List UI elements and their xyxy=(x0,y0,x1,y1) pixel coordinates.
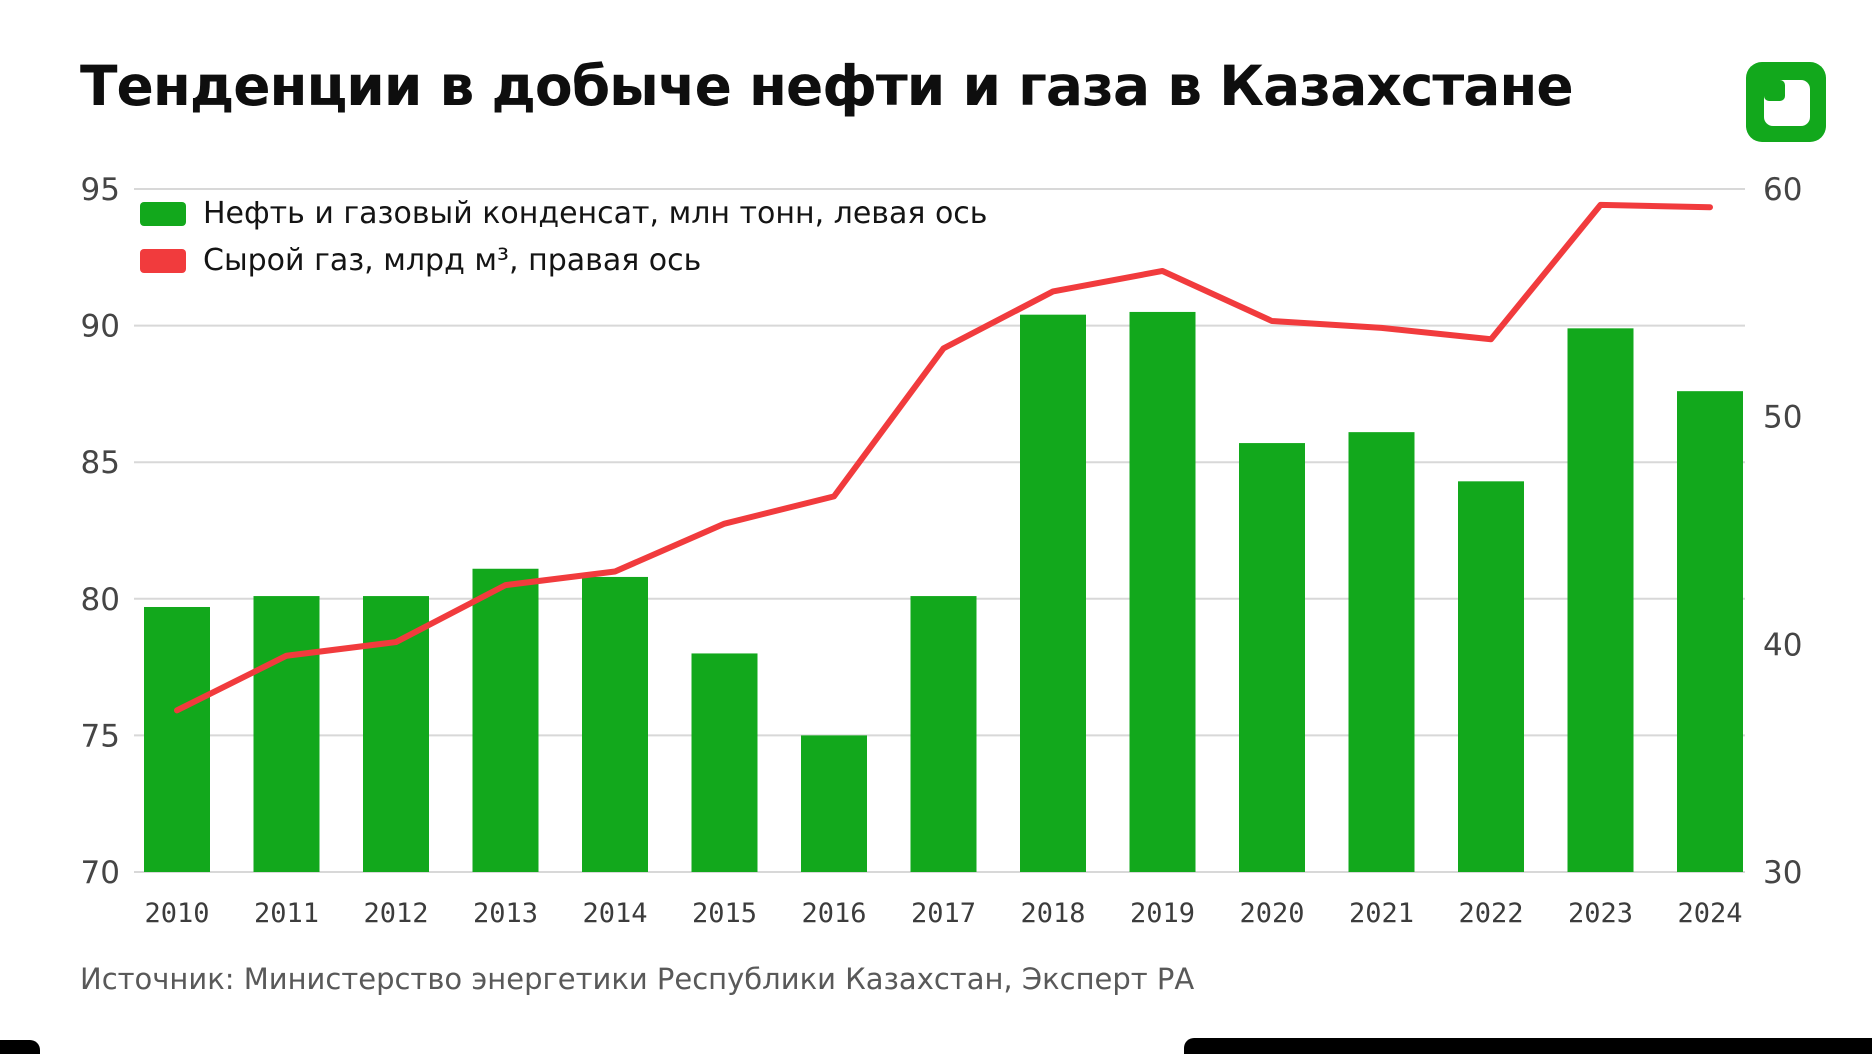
x-tick-2017: 2017 xyxy=(911,898,976,929)
x-tick-2012: 2012 xyxy=(363,898,428,929)
bottom-right-frame-bar xyxy=(1184,1038,1872,1054)
x-tick-2010: 2010 xyxy=(144,898,209,929)
x-tick-2016: 2016 xyxy=(801,898,866,929)
right-axis-tick-40: 40 xyxy=(1763,627,1802,663)
bar-2015 xyxy=(691,653,758,872)
bar-2016 xyxy=(801,735,867,872)
left-axis-tick-95: 95 xyxy=(81,172,120,208)
left-axis-tick-85: 85 xyxy=(81,445,120,481)
bar-2017 xyxy=(910,596,977,872)
bar-2019 xyxy=(1129,311,1196,872)
chart-legend: Нефть и газовый конденсат, млн тонн, лев… xyxy=(140,196,987,278)
x-tick-2019: 2019 xyxy=(1130,898,1195,929)
right-axis-tick-30: 30 xyxy=(1763,855,1802,891)
x-tick-2020: 2020 xyxy=(1239,898,1304,929)
left-axis-tick-80: 80 xyxy=(81,582,120,618)
bar-2011 xyxy=(253,596,320,872)
legend-item-gas: Сырой газ, млрд м³, правая ось xyxy=(140,243,987,278)
gas-legend-swatch-icon xyxy=(140,248,186,273)
bar-2023 xyxy=(1567,328,1634,872)
chart-title: Тенденции в добыче нефти и газа в Казахс… xyxy=(80,54,1574,118)
x-tick-2015: 2015 xyxy=(692,898,757,929)
x-tick-2023: 2023 xyxy=(1568,898,1633,929)
x-tick-2021: 2021 xyxy=(1349,898,1414,929)
bar-2020 xyxy=(1239,443,1305,872)
x-tick-2018: 2018 xyxy=(1020,898,1085,929)
right-axis-tick-50: 50 xyxy=(1763,400,1802,436)
bar-2010 xyxy=(144,606,210,872)
right-axis-tick-60: 60 xyxy=(1763,172,1802,208)
bar-2018 xyxy=(1020,314,1086,872)
x-tick-2022: 2022 xyxy=(1458,898,1523,929)
x-tick-2013: 2013 xyxy=(473,898,538,929)
bar-2021 xyxy=(1348,432,1415,872)
left-axis-tick-90: 90 xyxy=(81,309,120,345)
x-tick-2014: 2014 xyxy=(582,898,647,929)
bar-2022 xyxy=(1458,481,1524,872)
legend-item-oil: Нефть и газовый конденсат, млн тонн, лев… xyxy=(140,196,987,231)
left-axis-tick-75: 75 xyxy=(81,718,120,754)
oil-legend-label: Нефть и газовый конденсат, млн тонн, лев… xyxy=(203,196,988,231)
logo-inner-green-square xyxy=(1764,80,1785,101)
gas-line xyxy=(174,201,1713,714)
brand-logo-icon xyxy=(1746,62,1826,142)
x-tick-2024: 2024 xyxy=(1677,898,1742,929)
bar-2024 xyxy=(1677,391,1743,872)
left-axis-tick-70: 70 xyxy=(81,855,120,891)
oil-legend-swatch-icon xyxy=(140,201,186,226)
gas-legend-label: Сырой газ, млрд м³, правая ось xyxy=(203,243,702,278)
x-tick-2011: 2011 xyxy=(254,898,319,929)
bar-2014 xyxy=(582,576,648,872)
bar-2012 xyxy=(363,596,429,872)
source-note: Источник: Министерство энергетики Респуб… xyxy=(80,962,1195,996)
bar-2013 xyxy=(472,568,539,872)
bottom-left-frame-corner xyxy=(0,1040,40,1054)
